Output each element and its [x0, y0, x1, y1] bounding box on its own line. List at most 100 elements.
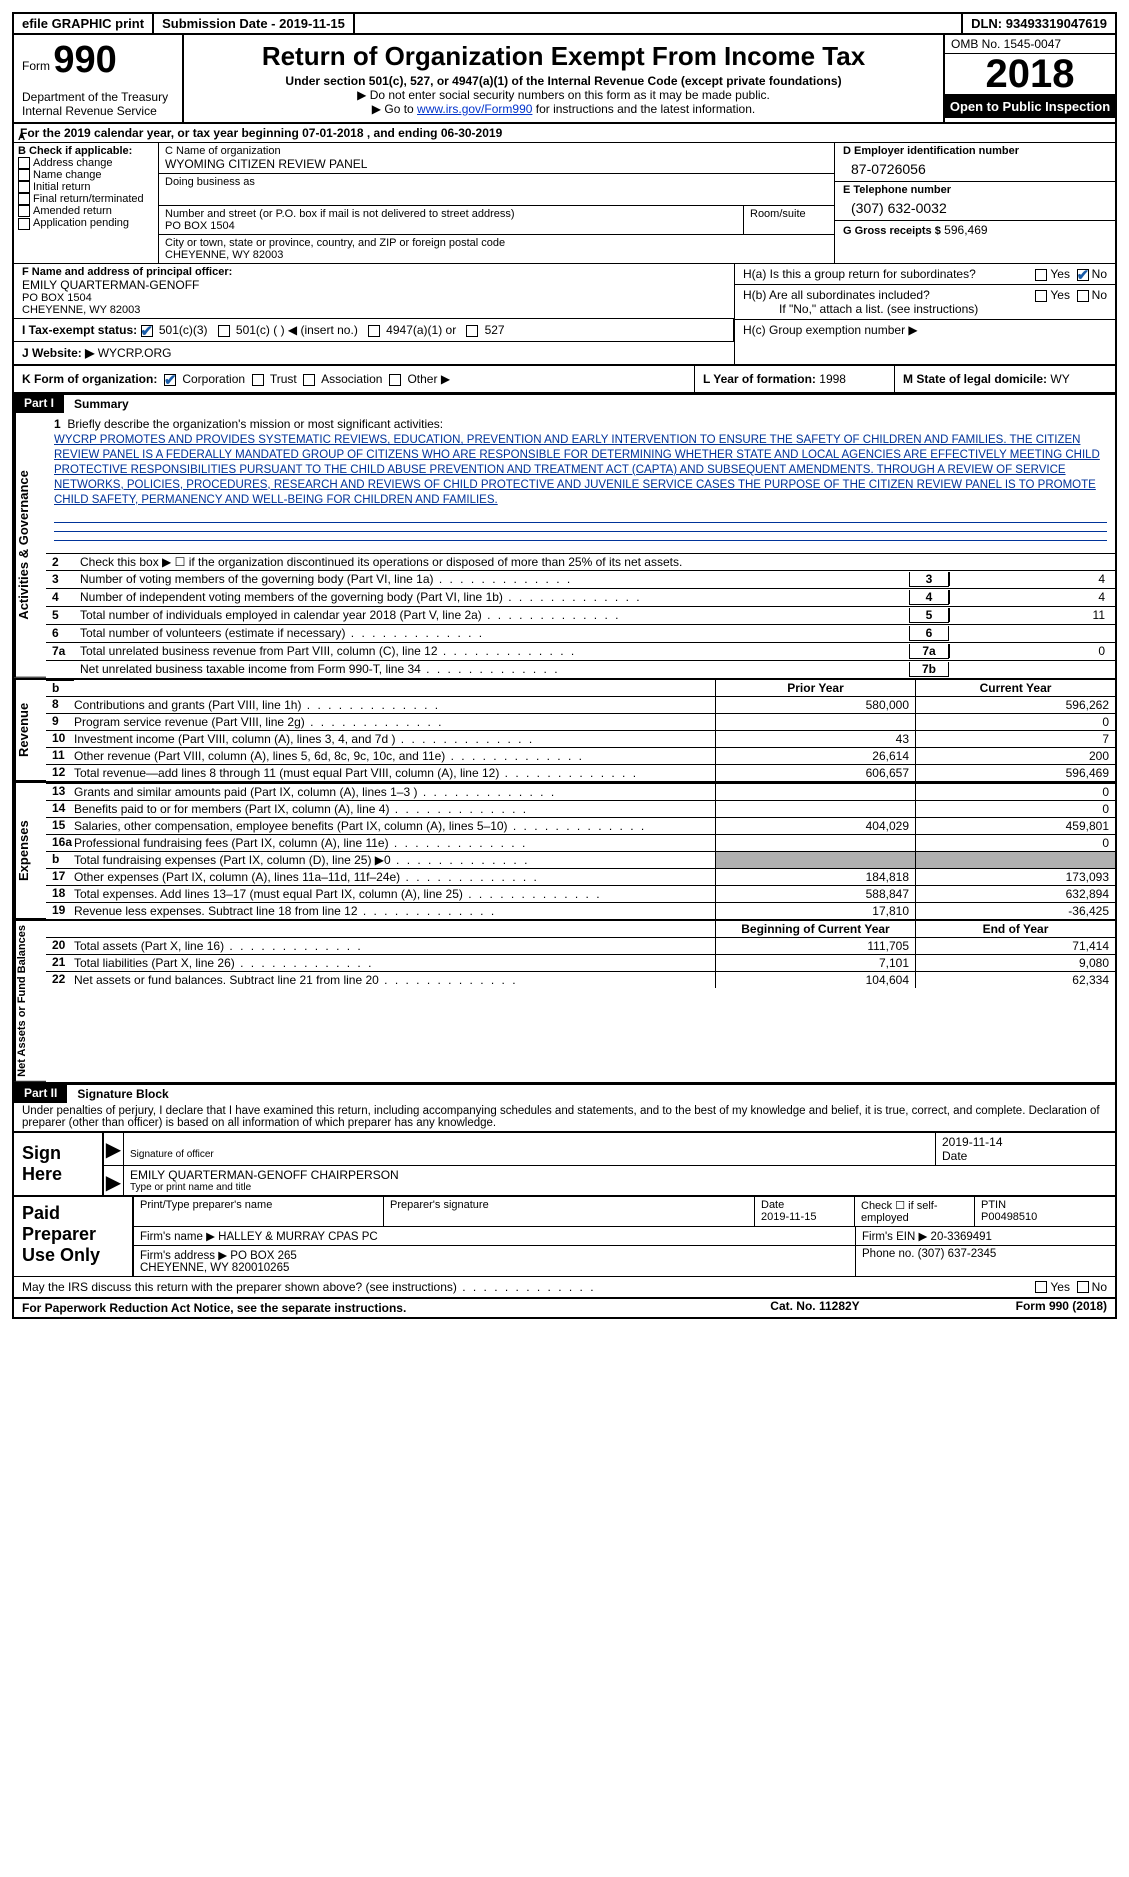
submission-date: Submission Date - 2019-11-15	[154, 14, 355, 33]
paid-preparer-label: Paid Preparer Use Only	[14, 1197, 134, 1276]
form-number: 990	[53, 39, 116, 81]
summary-line: 3Number of voting members of the governi…	[46, 570, 1115, 588]
begin-year-hdr: Beginning of Current Year	[715, 921, 915, 937]
summary-line: 6Total number of volunteers (estimate if…	[46, 624, 1115, 642]
prep-date: 2019-11-15	[761, 1211, 848, 1223]
section-b: B Check if applicable: Address change Na…	[14, 143, 159, 263]
street-value: PO BOX 1504	[165, 220, 737, 232]
cb-ha-yes[interactable]	[1035, 269, 1047, 281]
prior-year-hdr: Prior Year	[715, 680, 915, 696]
section-k: K Form of organization: Corporation Trus…	[14, 366, 695, 392]
summary-line: 7aTotal unrelated business revenue from …	[46, 642, 1115, 660]
cb-assoc[interactable]	[303, 374, 315, 386]
ein-value: 87-0726056	[843, 157, 1107, 179]
cb-final-return[interactable]	[18, 193, 30, 205]
cb-address-change[interactable]	[18, 157, 30, 169]
footer: For Paperwork Reduction Act Notice, see …	[14, 1297, 1115, 1317]
section-i: I Tax-exempt status: 501(c)(3) 501(c) ( …	[14, 319, 734, 341]
sig-date: 2019-11-14	[942, 1135, 1109, 1149]
table-row: 22Net assets or fund balances. Subtract …	[46, 971, 1115, 988]
section-c: C Name of organization WYOMING CITIZEN R…	[159, 143, 835, 263]
e-label: E Telephone number	[843, 184, 1107, 196]
table-row: 9Program service revenue (Part VIII, lin…	[46, 713, 1115, 730]
cb-hb-no[interactable]	[1077, 290, 1089, 302]
side-netassets: Net Assets or Fund Balances	[14, 921, 46, 1082]
cb-initial-return[interactable]	[18, 181, 30, 193]
mission-text: WYCRP PROMOTES AND PROVIDES SYSTEMATIC R…	[54, 431, 1107, 514]
department: Department of the Treasury Internal Reve…	[22, 90, 174, 118]
irs-link[interactable]: www.irs.gov/Form990	[417, 102, 532, 116]
goto-note: ▶ Go to www.irs.gov/Form990 for instruct…	[192, 102, 935, 116]
dln: DLN: 93493319047619	[961, 14, 1115, 33]
paid-preparer-row: Paid Preparer Use Only Print/Type prepar…	[14, 1195, 1115, 1276]
bcd-row: B Check if applicable: Address change Na…	[14, 142, 1115, 263]
summary-line: 4Number of independent voting members of…	[46, 588, 1115, 606]
cb-other[interactable]	[389, 374, 401, 386]
gross-receipts: 596,469	[944, 223, 987, 237]
cb-hb-yes[interactable]	[1035, 290, 1047, 302]
hb-note: If "No," attach a list. (see instruction…	[743, 302, 1107, 316]
table-row: 19Revenue less expenses. Subtract line 1…	[46, 902, 1115, 919]
d-label: D Employer identification number	[843, 145, 1107, 157]
summary-line: 5Total number of individuals employed in…	[46, 606, 1115, 624]
table-row: 18Total expenses. Add lines 13–17 (must …	[46, 885, 1115, 902]
form-subtitle: Under section 501(c), 527, or 4947(a)(1)…	[192, 74, 935, 88]
cb-trust[interactable]	[252, 374, 264, 386]
form-label: Form	[22, 59, 50, 73]
section-m: M State of legal domicile: WY	[895, 366, 1115, 392]
table-row: 8Contributions and grants (Part VIII, li…	[46, 696, 1115, 713]
cb-527[interactable]	[466, 325, 478, 337]
firm-ein: 20-3369491	[931, 1231, 992, 1243]
section-f: F Name and address of principal officer:…	[14, 264, 734, 319]
perjury-declaration: Under penalties of perjury, I declare th…	[14, 1103, 1115, 1131]
current-year-hdr: Current Year	[915, 680, 1115, 696]
form-title-block: Return of Organization Exempt From Incom…	[184, 35, 945, 122]
efile-label: efile GRAPHIC print	[14, 14, 154, 33]
cb-discuss-no[interactable]	[1077, 1281, 1089, 1293]
cb-pending[interactable]	[18, 218, 30, 230]
cb-discuss-yes[interactable]	[1035, 1281, 1047, 1293]
summary-line: Net unrelated business taxable income fr…	[46, 660, 1115, 678]
website-value: WYCRP.ORG	[98, 346, 172, 360]
ptin-value: P00498510	[981, 1211, 1109, 1223]
c-name-label: C Name of organization	[165, 145, 828, 157]
section-l: L Year of formation: 1998	[695, 366, 895, 392]
header-right: OMB No. 1545-0047 2018 Open to Public In…	[945, 35, 1115, 122]
type-name-label: Type or print name and title	[130, 1182, 1109, 1193]
city-value: CHEYENNE, WY 82003	[165, 249, 828, 261]
suite-label: Room/suite	[750, 208, 828, 220]
cb-501c3[interactable]	[141, 325, 153, 337]
line-2: Check this box ▶ ☐ if the organization d…	[80, 555, 1109, 569]
firm-name: HALLEY & MURRAY CPAS PC	[218, 1231, 378, 1243]
cb-amended[interactable]	[18, 205, 30, 217]
ssn-note: ▶ Do not enter social security numbers o…	[192, 88, 935, 102]
arrow-icon: ▶	[104, 1166, 124, 1195]
table-row: 13Grants and similar amounts paid (Part …	[46, 783, 1115, 800]
cb-4947[interactable]	[368, 325, 380, 337]
form-ref: Form 990 (2018)	[915, 1299, 1115, 1317]
dba-label: Doing business as	[165, 176, 828, 188]
section-de: D Employer identification number 87-0726…	[835, 143, 1115, 263]
paperwork-notice: For Paperwork Reduction Act Notice, see …	[14, 1299, 715, 1317]
officer-addr2: CHEYENNE, WY 82003	[22, 304, 726, 316]
section-h: H(a) Is this a group return for subordin…	[735, 264, 1115, 364]
side-expenses: Expenses	[14, 783, 46, 919]
table-row: 14Benefits paid to or for members (Part …	[46, 800, 1115, 817]
cb-ha-no[interactable]	[1077, 269, 1089, 281]
table-row: 16aProfessional fundraising fees (Part I…	[46, 834, 1115, 851]
street-label: Number and street (or P.O. box if mail i…	[165, 208, 737, 220]
cb-name-change[interactable]	[18, 169, 30, 181]
officer-typed-name: EMILY QUARTERMAN-GENOFF CHAIRPERSON	[130, 1168, 1109, 1182]
table-row: 20Total assets (Part X, line 16)111,7057…	[46, 937, 1115, 954]
part1-header: Part I Summary	[14, 392, 1115, 413]
table-row: 10Investment income (Part VIII, column (…	[46, 730, 1115, 747]
cb-corp[interactable]	[164, 374, 176, 386]
phone-value: (307) 632-0032	[843, 196, 1107, 218]
part2-header: Part II Signature Block	[14, 1082, 1115, 1103]
cb-501c[interactable]	[218, 325, 230, 337]
period-row: A For the 2019 calendar year, or tax yea…	[14, 122, 1115, 142]
self-employed: Check ☐ if self-employed	[855, 1197, 975, 1226]
city-label: City or town, state or province, country…	[165, 237, 828, 249]
table-row: 17Other expenses (Part IX, column (A), l…	[46, 868, 1115, 885]
sign-here-label: Sign Here	[14, 1133, 104, 1195]
